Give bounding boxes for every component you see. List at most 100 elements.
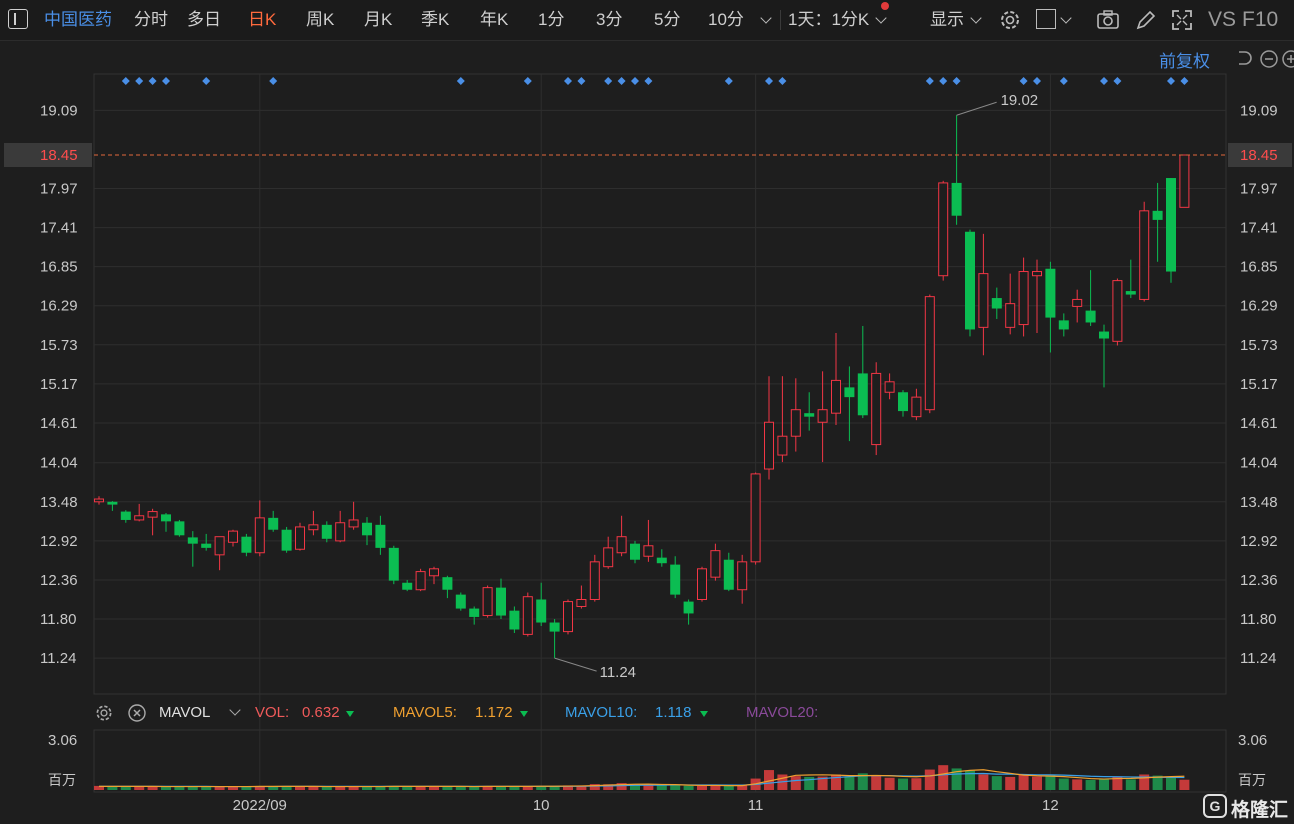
volume-bar: [1085, 779, 1096, 790]
volume-bar: [831, 774, 841, 790]
tab-3min[interactable]: 3分: [596, 10, 623, 29]
tab-month-k[interactable]: 月K: [364, 10, 393, 29]
tab-1min[interactable]: 1分: [538, 10, 565, 29]
candle-body: [683, 601, 694, 614]
candle-body: [817, 409, 828, 423]
mavol10-value: 1.118: [655, 704, 692, 721]
candle-body: [335, 522, 346, 542]
volume-bar: [549, 786, 560, 790]
volume-bar: [469, 786, 480, 790]
volume-bar: [254, 786, 265, 790]
candle-body: [630, 543, 640, 560]
stock-name[interactable]: 中国医药: [44, 10, 112, 29]
tab-year-k[interactable]: 年K: [480, 10, 509, 29]
tab-week-k[interactable]: 周K: [306, 10, 335, 29]
price-tick-label-left: 13.48: [40, 494, 78, 511]
vs-button[interactable]: VS: [1208, 8, 1237, 31]
tab-duori[interactable]: 多日: [187, 10, 221, 29]
event-marker: [523, 77, 532, 85]
candle-body: [951, 182, 962, 216]
volume-bars: [94, 765, 1190, 790]
price-tick-label-left: 17.41: [40, 220, 78, 237]
candle-body: [201, 543, 212, 548]
event-marker: [1033, 77, 1041, 85]
candle-body: [911, 396, 922, 418]
candle-body: [777, 435, 788, 456]
price-tick-label-right: 12.36: [1240, 572, 1278, 589]
undo-icon[interactable]: [1234, 49, 1252, 67]
tab-5min[interactable]: 5分: [654, 10, 681, 29]
candle-body: [656, 557, 667, 564]
camera-icon[interactable]: [1096, 8, 1120, 32]
menu-icon[interactable]: [8, 9, 28, 29]
chevron-down-icon[interactable]: [875, 12, 887, 24]
candle-body: [268, 517, 279, 530]
volume-bar: [965, 770, 975, 790]
vol-label: VOL:: [255, 704, 290, 721]
volume-bar: [1166, 777, 1176, 790]
volume-bar: [1018, 774, 1029, 790]
tab-season-k[interactable]: 季K: [421, 10, 450, 29]
date-label: 10: [533, 797, 550, 814]
volume-bar: [107, 786, 118, 790]
price-tick-label-left: 11.80: [40, 611, 76, 628]
settings-icon[interactable]: [94, 703, 114, 723]
candle-body: [563, 601, 573, 633]
volume-bar: [1112, 776, 1123, 790]
volume-bar: [683, 785, 694, 790]
volume-bar: [415, 786, 426, 790]
mavol5-label: MAVOL5:: [393, 704, 457, 721]
candle-body: [804, 413, 815, 417]
candle-body: [134, 515, 145, 521]
current-price-badge-right: [1228, 143, 1292, 167]
period-select[interactable]: 1天：1分K: [788, 10, 870, 29]
drawing-box-icon[interactable]: [1036, 9, 1056, 29]
volume-bar: [1032, 776, 1042, 790]
candle-body: [496, 587, 506, 616]
minus-circle-icon[interactable]: [1259, 49, 1279, 69]
volume-bar: [790, 776, 801, 790]
candle-body: [710, 550, 721, 578]
price-tick-label-left: 14.61: [40, 415, 78, 432]
candle-body: [750, 473, 761, 563]
event-marker: [644, 77, 653, 85]
chevron-down-icon[interactable]: [1060, 12, 1072, 24]
event-marker: [939, 77, 948, 85]
settings-icon[interactable]: [998, 8, 1022, 32]
adjust-select[interactable]: 前复权: [1159, 52, 1210, 71]
indicator-name[interactable]: MAVOL: [159, 704, 211, 721]
volume-bar: [777, 774, 788, 790]
fullscreen-icon[interactable]: [1170, 8, 1194, 32]
volume-bar: [817, 776, 828, 790]
chevron-down-icon[interactable]: [970, 12, 982, 24]
price-tick-label-left: 16.85: [40, 259, 78, 276]
volume-bar: [884, 777, 895, 790]
display-button[interactable]: 显示: [930, 10, 964, 29]
mavol10-line: [99, 772, 1185, 788]
candle-body: [308, 524, 319, 531]
chevron-down-icon[interactable]: [760, 12, 772, 24]
candle-body: [884, 381, 895, 393]
price-tick-label-right: 16.29: [1240, 298, 1278, 315]
event-marker: [121, 77, 130, 85]
volume-bar: [697, 785, 707, 790]
chevron-down-icon[interactable]: [229, 704, 241, 716]
event-markers: [121, 77, 1189, 85]
price-tick-label-left: 16.29: [40, 298, 78, 315]
f10-button[interactable]: F10: [1242, 8, 1279, 31]
plus-circle-icon[interactable]: [1281, 49, 1294, 69]
candle-body: [1125, 291, 1136, 295]
volume-bar: [1072, 779, 1083, 790]
volume-bar: [94, 785, 104, 790]
event-marker: [952, 77, 961, 85]
candle-body: [1058, 320, 1069, 330]
candle-body: [844, 387, 855, 398]
pencil-icon[interactable]: [1134, 8, 1158, 32]
close-icon[interactable]: [127, 703, 147, 723]
chart-grid: [93, 73, 1227, 793]
volume-bar: [938, 765, 949, 790]
caret-down-icon: [346, 711, 354, 717]
tab-10min[interactable]: 10分: [708, 10, 744, 29]
tab-day-k[interactable]: 日K: [248, 10, 277, 29]
tab-fenshi[interactable]: 分时: [134, 10, 168, 29]
